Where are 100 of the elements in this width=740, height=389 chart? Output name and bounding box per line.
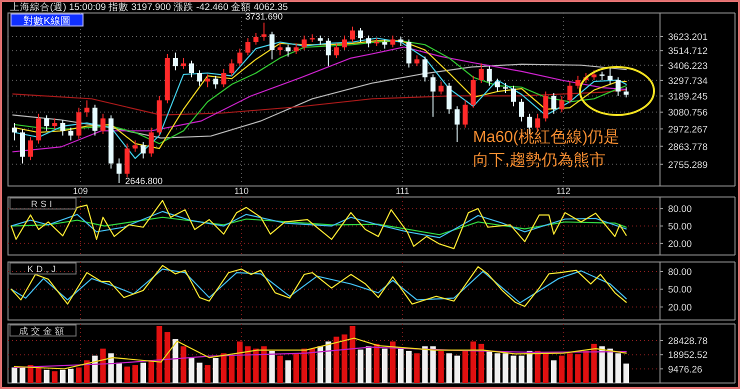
- candlestick: [454, 106, 460, 142]
- candlestick: [229, 58, 234, 76]
- chart-title: KD,J: [27, 264, 59, 274]
- candlestick: [197, 70, 202, 86]
- bar: [277, 356, 283, 383]
- y-tick-label: 3406.223: [668, 60, 708, 72]
- candlestick: [237, 48, 242, 67]
- bar: [28, 365, 34, 383]
- bar: [374, 344, 380, 383]
- candlestick: [180, 57, 186, 70]
- candlestick: [172, 52, 178, 71]
- y-tick-label: 80.00: [668, 204, 692, 216]
- bar: [269, 350, 275, 383]
- chart-title: 上海綜合(週) 15:00:09 指數 3197.900 漲跌 -42.460 金額 4062.35: [10, 1, 288, 13]
- bar: [261, 346, 267, 383]
- candlestick: [189, 60, 194, 78]
- line-series: [10, 216, 627, 236]
- candlestick: [302, 35, 307, 50]
- x-tick-label: 111: [396, 186, 410, 196]
- y-tick-label: 3080.756: [668, 108, 708, 119]
- bar: [124, 366, 130, 383]
- candlestick: [486, 66, 492, 86]
- bar: [518, 356, 524, 383]
- y-tick-label: 2972.267: [668, 124, 708, 136]
- bar: [583, 350, 589, 383]
- bar: [148, 360, 154, 383]
- bar: [44, 370, 50, 383]
- candlestick: [253, 32, 258, 46]
- candlestick: [28, 136, 34, 161]
- candlestick: [318, 35, 323, 46]
- bar: [204, 365, 210, 383]
- bar: [478, 344, 484, 383]
- candlestick: [478, 62, 484, 84]
- candlestick: [84, 100, 90, 118]
- bar: [36, 367, 42, 383]
- y-tick-label: 18952.52: [668, 350, 708, 362]
- bar: [502, 353, 508, 383]
- annotation: 向下,趨勢仍為熊市: [473, 151, 606, 169]
- bar: [237, 341, 243, 383]
- bar: [390, 341, 396, 383]
- candlestick: [608, 67, 613, 85]
- candlestick: [543, 91, 548, 122]
- candlestick: [140, 142, 146, 159]
- bar: [76, 367, 82, 383]
- line-series: [10, 210, 627, 238]
- y-tick-label: 50.00: [668, 284, 692, 296]
- bar: [140, 362, 146, 383]
- y-tick-label: 3623.201: [668, 32, 708, 43]
- candlestick: [148, 127, 154, 158]
- candlestick: [44, 114, 50, 132]
- bar: [116, 362, 122, 383]
- bar: [558, 356, 565, 383]
- y-tick-label: 9476.26: [668, 364, 702, 376]
- candlestick: [286, 44, 291, 58]
- candlestick: [68, 127, 74, 141]
- candlestick: [446, 82, 452, 114]
- candlestick: [502, 82, 508, 94]
- candlestick: [92, 104, 98, 136]
- candlestick: [278, 42, 283, 56]
- candlestick: [624, 86, 629, 98]
- candlestick: [382, 38, 388, 50]
- bar: [414, 353, 420, 383]
- bar: [494, 353, 500, 383]
- bar: [567, 353, 573, 383]
- candlestick: [205, 74, 210, 88]
- candlestick: [60, 119, 66, 136]
- candlestick: [519, 98, 524, 122]
- x-tick-label: 112: [556, 186, 571, 196]
- candlestick: [559, 95, 564, 113]
- candlestick: [390, 35, 396, 48]
- chart-subtitle: 對數K線圖: [24, 15, 70, 27]
- candlestick: [616, 76, 621, 96]
- bar: [406, 350, 412, 383]
- annotation: 2646.800: [125, 176, 163, 186]
- bar: [196, 362, 202, 383]
- bar: [599, 346, 605, 383]
- y-tick-label: 50.00: [668, 222, 692, 232]
- x-tick-label: 110: [234, 186, 249, 196]
- bar: [446, 353, 452, 383]
- bar: [575, 354, 581, 383]
- line-series: [14, 338, 627, 370]
- bar: [326, 341, 332, 383]
- bar: [164, 332, 170, 383]
- candlestick: [358, 27, 364, 43]
- y-tick-label: 3514.712: [668, 46, 708, 58]
- bar: [358, 350, 364, 383]
- bar: [510, 356, 516, 383]
- bar: [285, 360, 291, 383]
- candlestick: [294, 42, 299, 54]
- candlestick: [245, 38, 250, 56]
- candlestick: [100, 113, 106, 134]
- bar: [534, 350, 540, 383]
- bar: [470, 341, 476, 383]
- y-tick-label: 80.00: [668, 266, 692, 278]
- bar: [334, 336, 340, 383]
- candlestick: [334, 42, 339, 58]
- bar: [623, 364, 630, 383]
- candlestick: [366, 35, 372, 48]
- candlestick: [422, 56, 428, 82]
- y-tick-label: 28428.78: [668, 336, 708, 348]
